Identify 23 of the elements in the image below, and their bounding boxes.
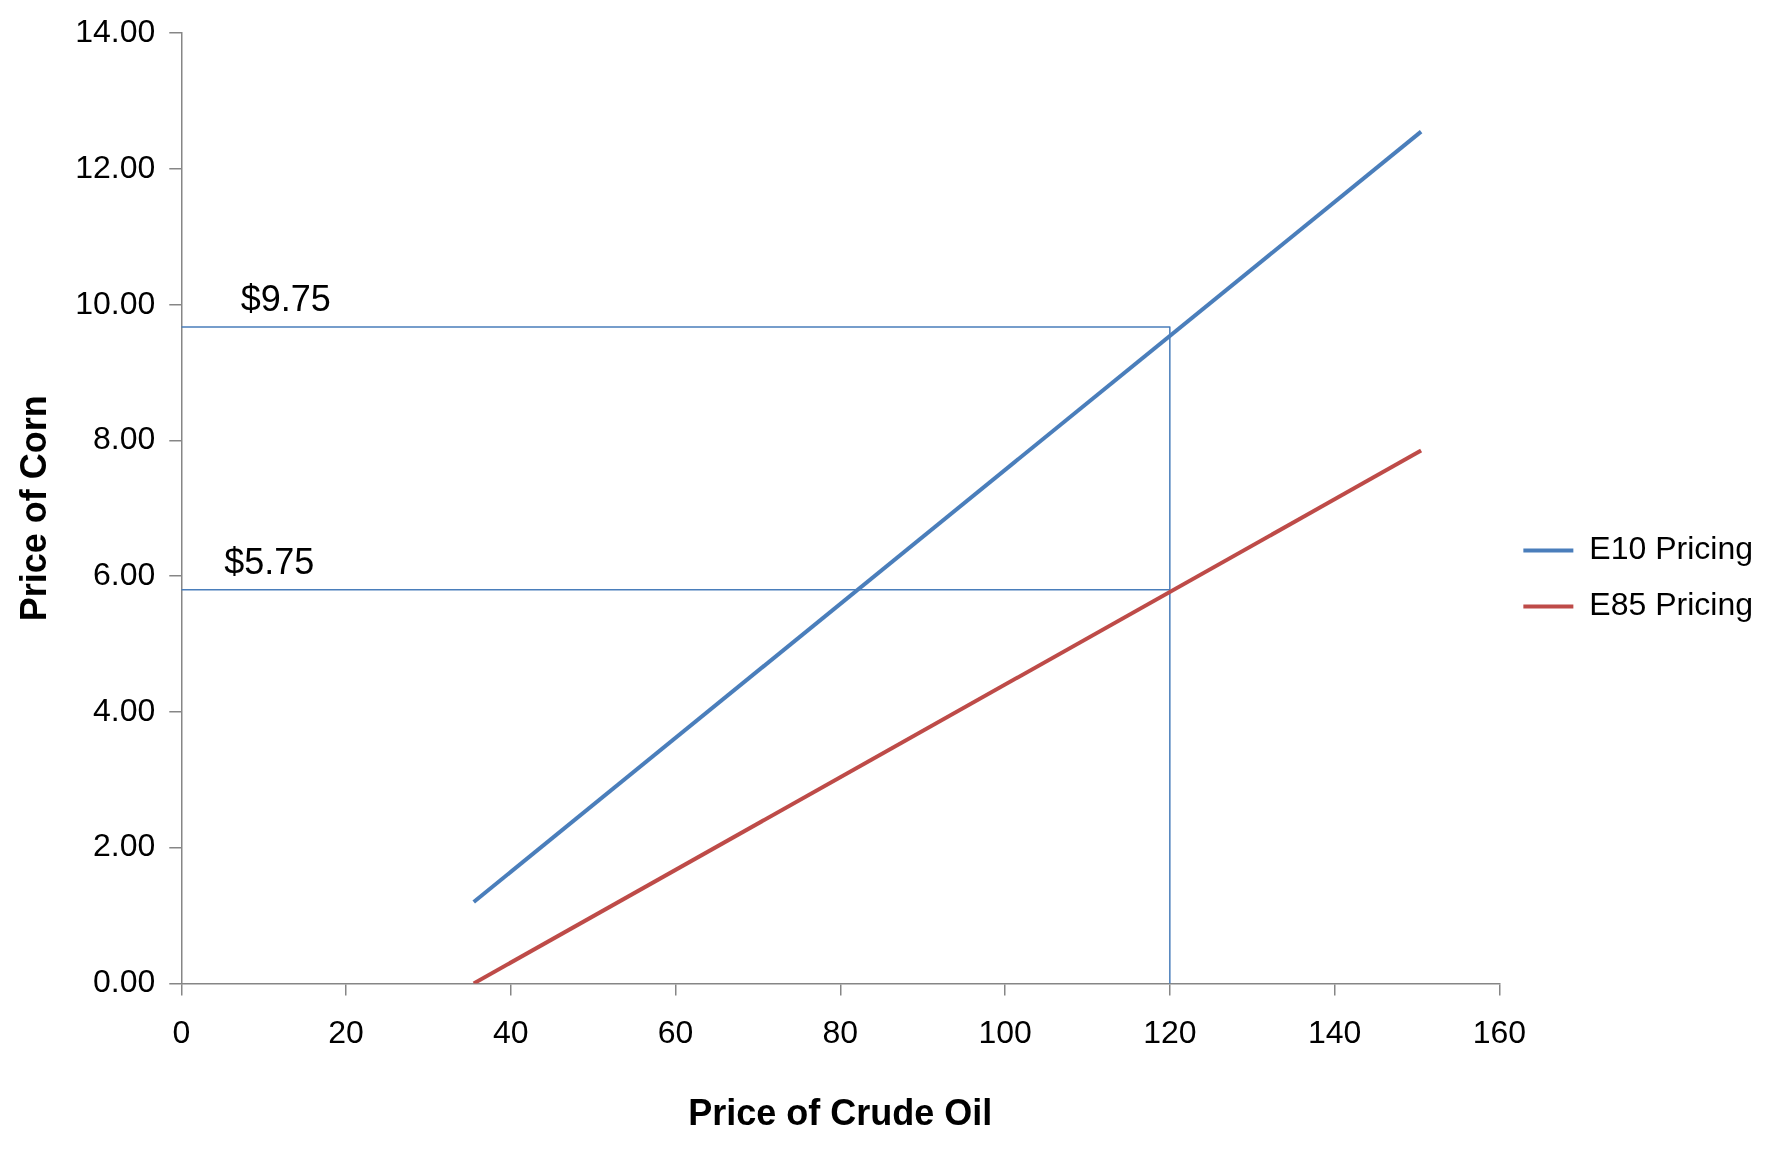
- x-axis-title: Price of Crude Oil: [688, 1092, 993, 1134]
- x-tick-label: 0: [172, 1014, 191, 1051]
- x-tick-label: 60: [657, 1014, 694, 1051]
- legend-label: E85 Pricing: [1589, 586, 1753, 623]
- annotation: $5.75: [224, 540, 315, 582]
- x-tick-label: 100: [978, 1014, 1032, 1051]
- y-tick-label: 14.00: [75, 13, 156, 50]
- y-tick-label: 8.00: [93, 420, 156, 457]
- y-axis-title: Price of Corn: [12, 395, 54, 622]
- y-tick-label: 2.00: [93, 827, 156, 864]
- y-tick-label: 0.00: [93, 963, 156, 1000]
- x-tick-label: 140: [1307, 1014, 1362, 1051]
- x-tick-label: 160: [1472, 1014, 1527, 1051]
- x-tick-label: 80: [822, 1014, 859, 1051]
- annotation: $9.75: [240, 278, 331, 320]
- y-tick-label: 4.00: [93, 691, 156, 728]
- x-tick-label: 120: [1143, 1014, 1197, 1051]
- y-tick-label: 6.00: [93, 556, 156, 592]
- x-tick-label: 20: [328, 1014, 364, 1051]
- y-tick-label: 10.00: [75, 284, 156, 321]
- y-tick-label: 12.00: [75, 148, 156, 185]
- x-tick-label: 40: [493, 1014, 529, 1051]
- legend-label: E10 Pricing: [1589, 530, 1753, 567]
